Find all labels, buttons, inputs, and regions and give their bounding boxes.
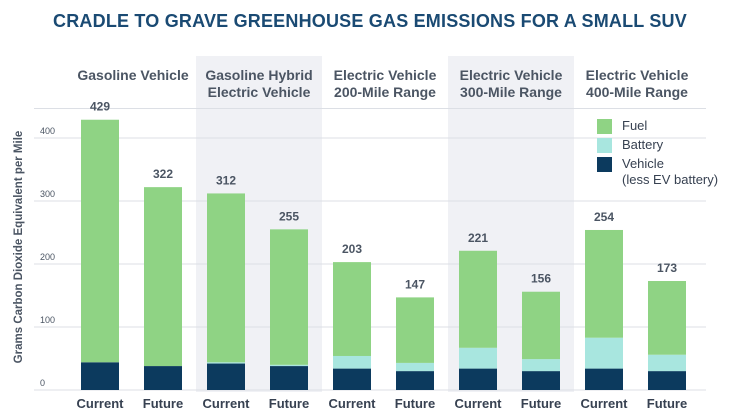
bar-segment-fuel: [585, 229, 623, 338]
x-category-label: Current: [329, 396, 377, 411]
bar-segment-vehicle: [396, 371, 434, 390]
y-axis-label: Grams Carbon Dioxide Equivalent per Mile: [13, 131, 25, 364]
total-label: 147: [405, 277, 425, 291]
bar-segment-battery: [270, 364, 308, 367]
total-label: 173: [657, 261, 677, 275]
bar-segment-vehicle: [648, 371, 686, 390]
bar-segment-battery: [522, 359, 560, 372]
group-label: 300-Mile Range: [460, 84, 562, 100]
legend: Fuel Battery Vehicle(less EV battery): [597, 118, 718, 187]
bar-segment-battery: [648, 354, 686, 372]
bar-segment-battery: [207, 362, 245, 364]
legend-label: Fuel: [622, 118, 647, 133]
legend-label: Vehicle: [622, 156, 664, 171]
total-label: 156: [531, 272, 551, 286]
total-label: 429: [90, 100, 110, 114]
x-category-label: Current: [77, 396, 125, 411]
bar-segment-vehicle: [522, 371, 560, 390]
y-axis-ticks: 0 100 200 300 400: [40, 126, 55, 388]
x-category-label: Future: [521, 396, 561, 411]
total-label: 312: [216, 173, 236, 187]
bar-segment-battery: [585, 337, 623, 369]
group-labels: Gasoline Vehicle Gasoline HybridElectric …: [77, 67, 688, 100]
total-labels: 429 322 312 255 203 147 221 156 254 173: [90, 100, 677, 292]
bars: [81, 119, 686, 390]
legend-label: Battery: [622, 137, 664, 152]
legend-label: (less EV battery): [622, 172, 718, 187]
total-label: 255: [279, 209, 299, 223]
x-axis-categories: Current Future Current Future Current Future C…: [77, 396, 688, 411]
bar-segment-battery: [459, 347, 497, 369]
x-category-label: Current: [581, 396, 629, 411]
group-label: Gasoline Vehicle: [77, 67, 188, 83]
bar-segment-fuel: [648, 281, 686, 355]
group-label: 400-Mile Range: [586, 84, 688, 100]
bar-segment-vehicle: [207, 363, 245, 390]
y-tick-label: 200: [40, 252, 55, 262]
legend-swatch-fuel: [597, 119, 612, 134]
bar-segment-fuel: [459, 250, 497, 348]
legend-swatch-vehicle: [597, 157, 612, 172]
x-category-label: Current: [455, 396, 503, 411]
x-category-label: Future: [269, 396, 309, 411]
bar-segment-vehicle: [81, 362, 119, 390]
bar-segment-fuel: [144, 187, 182, 367]
bar-segment-vehicle: [144, 366, 182, 390]
y-tick-label: 100: [40, 315, 55, 325]
legend-swatch-battery: [597, 138, 612, 153]
total-label: 221: [468, 231, 488, 245]
bar-segment-fuel: [81, 119, 119, 363]
x-category-label: Future: [143, 396, 183, 411]
bar-segment-vehicle: [270, 366, 308, 390]
total-label: 203: [342, 242, 362, 256]
x-category-label: Current: [203, 396, 251, 411]
y-tick-label: 400: [40, 126, 55, 136]
bar-segment-vehicle: [585, 368, 623, 390]
bar-segment-battery: [333, 355, 371, 369]
chart-title: CRADLE TO GRAVE GREENHOUSE GAS EMISSIONS…: [53, 11, 687, 31]
total-label: 254: [594, 210, 614, 224]
group-label: Gasoline Hybrid: [205, 67, 312, 83]
y-tick-label: 300: [40, 189, 55, 199]
group-label: 200-Mile Range: [334, 84, 436, 100]
group-label: Electric Vehicle: [586, 67, 689, 83]
bar-segment-battery: [396, 362, 434, 372]
x-category-label: Future: [647, 396, 687, 411]
bar-segment-fuel: [396, 297, 434, 363]
bar-segment-fuel: [333, 262, 371, 356]
group-bands: [196, 56, 574, 392]
y-tick-label: 0: [40, 378, 45, 388]
bar-segment-fuel: [522, 291, 560, 360]
group-label: Electric Vehicle: [334, 67, 437, 83]
bar-segment-fuel: [270, 229, 308, 365]
group-label: Electric Vehicle: [460, 67, 563, 83]
bar-segment-vehicle: [333, 368, 371, 390]
total-label: 322: [153, 167, 173, 181]
group-label: Electric Vehicle: [208, 84, 311, 100]
bar-segment-fuel: [207, 193, 245, 363]
bar-segment-vehicle: [459, 368, 497, 390]
x-category-label: Future: [395, 396, 435, 411]
